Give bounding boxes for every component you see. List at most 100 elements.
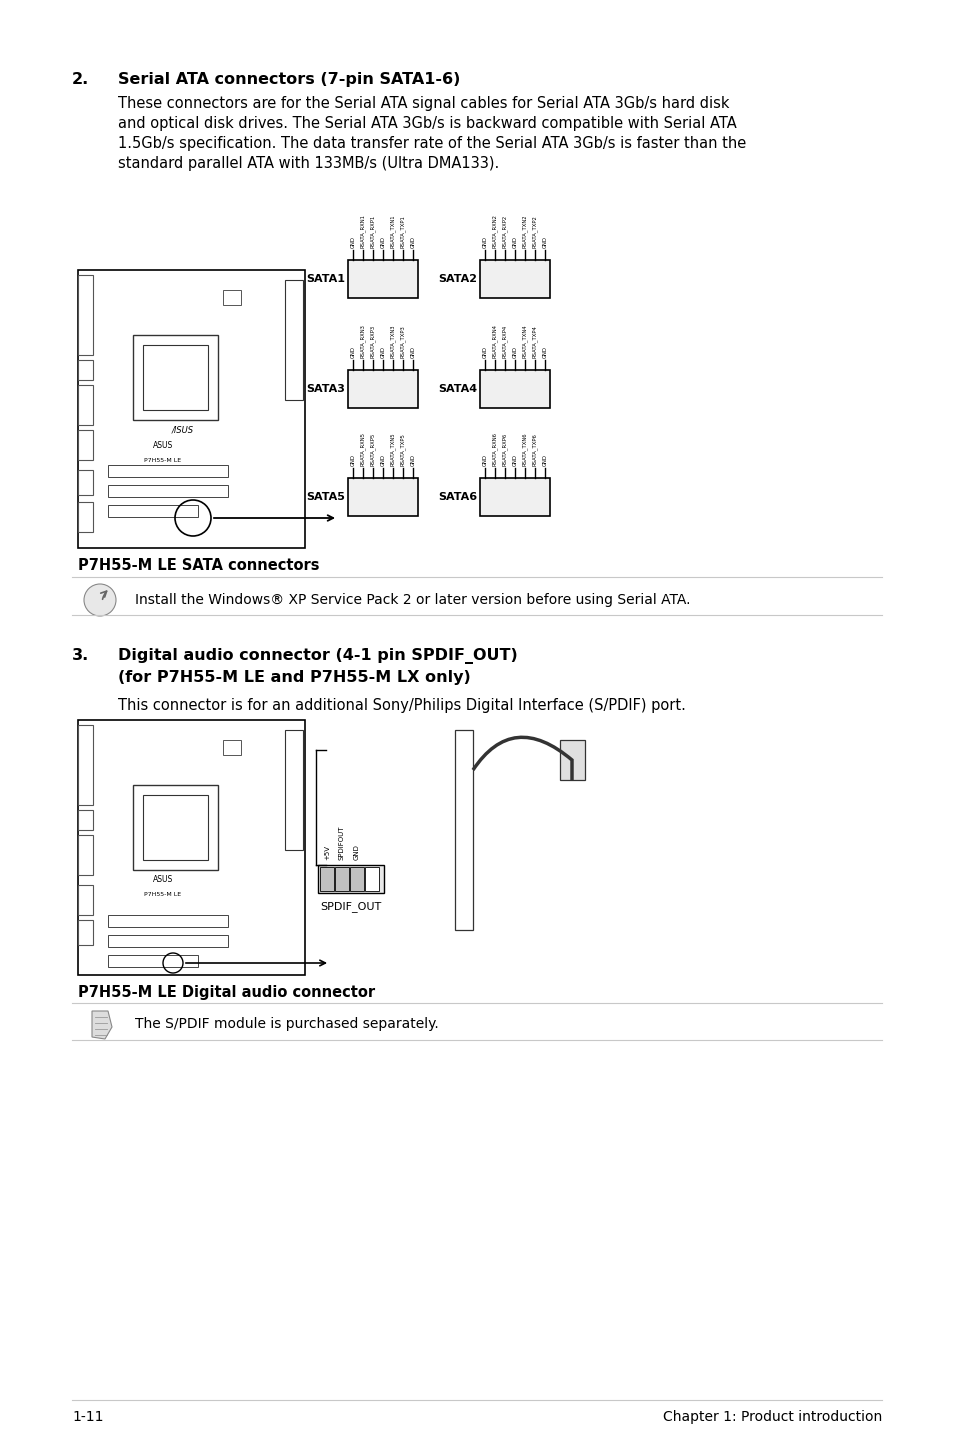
Text: SPDIF_OUT: SPDIF_OUT [320, 901, 381, 912]
Circle shape [84, 584, 116, 616]
Text: GND: GND [350, 347, 355, 358]
Bar [285, 730, 303, 851]
Text: GND: GND [380, 347, 385, 358]
Bar [317, 865, 384, 894]
Text: GND: GND [380, 454, 385, 465]
Polygon shape [91, 1011, 112, 1040]
Text: Serial ATA connectors (7-pin SATA1-6): Serial ATA connectors (7-pin SATA1-6) [118, 72, 460, 87]
Bar [348, 478, 417, 516]
Text: Install the Windows® XP Service Pack 2 or later version before using Serial ATA.: Install the Windows® XP Service Pack 2 o… [135, 593, 690, 607]
Text: (for P7H55-M LE and P7H55-M LX only): (for P7H55-M LE and P7H55-M LX only) [118, 670, 470, 684]
Text: P7H55-M LE SATA connectors: P7H55-M LE SATA connectors [78, 558, 319, 573]
Bar [479, 478, 550, 516]
Text: RSATA_TXP4: RSATA_TXP4 [532, 325, 537, 358]
Bar [78, 271, 305, 548]
Text: GND: GND [410, 236, 416, 248]
Text: GND: GND [482, 236, 487, 248]
Text: RSATA_RXP4: RSATA_RXP4 [501, 325, 507, 358]
Text: RSATA_TXP1: RSATA_TXP1 [399, 215, 405, 248]
Bar [223, 740, 241, 755]
Bar [108, 465, 228, 477]
Text: ASUS: ASUS [152, 875, 172, 885]
Bar [108, 505, 198, 517]
Text: GND: GND [542, 347, 547, 358]
Bar [78, 835, 92, 875]
Text: RSATA_TXP2: RSATA_TXP2 [532, 215, 537, 248]
Bar [223, 291, 241, 305]
Bar [78, 359, 92, 379]
Bar [78, 720, 305, 975]
Text: and optical disk drives. The Serial ATA 3Gb/s is backward compatible with Serial: and optical disk drives. The Serial ATA … [118, 116, 736, 130]
Text: SATA3: SATA3 [306, 384, 345, 394]
Text: +5V: +5V [324, 845, 330, 861]
Text: RSATA_TXN6: RSATA_TXN6 [521, 432, 527, 465]
Text: GND: GND [350, 236, 355, 248]
Bar [78, 275, 92, 355]
Text: P7H55-M LE: P7H55-M LE [144, 892, 181, 898]
Bar [143, 345, 208, 410]
Text: GND: GND [482, 347, 487, 358]
Bar [78, 811, 92, 831]
Text: RSATA_RXP1: RSATA_RXP1 [370, 215, 375, 248]
Bar [78, 885, 92, 915]
Text: RSATA_TXN1: RSATA_TXN1 [390, 215, 395, 248]
Bar [78, 385, 92, 425]
Text: GND: GND [542, 236, 547, 248]
Text: GND: GND [542, 454, 547, 465]
Bar [78, 470, 92, 495]
Bar [350, 866, 364, 891]
Text: RSATA_RXN6: RSATA_RXN6 [492, 432, 497, 465]
Bar [78, 430, 92, 460]
Text: GND: GND [512, 347, 517, 358]
Bar [559, 740, 584, 780]
Text: SATA6: SATA6 [437, 493, 476, 503]
Text: RSATA_TXN3: RSATA_TXN3 [390, 325, 395, 358]
Text: RSATA_RXP3: RSATA_RXP3 [370, 325, 375, 358]
Text: SATA5: SATA5 [306, 493, 345, 503]
Text: RSATA_TXN2: RSATA_TXN2 [521, 215, 527, 248]
Bar [455, 730, 473, 929]
Text: P7H55-M LE Digital audio connector: P7H55-M LE Digital audio connector [78, 985, 375, 1000]
Bar [479, 261, 550, 298]
Text: GND: GND [350, 454, 355, 465]
Text: 1.5Gb/s specification. The data transfer rate of the Serial ATA 3Gb/s is faster : 1.5Gb/s specification. The data transfer… [118, 136, 745, 150]
Text: The S/PDIF module is purchased separately.: The S/PDIF module is purchased separatel… [135, 1017, 438, 1031]
Text: These connectors are for the Serial ATA signal cables for Serial ATA 3Gb/s hard : These connectors are for the Serial ATA … [118, 96, 729, 112]
Text: RSATA_TXP3: RSATA_TXP3 [399, 325, 405, 358]
Text: GND: GND [512, 454, 517, 465]
Bar [108, 915, 228, 927]
Text: RSATA_TXP5: RSATA_TXP5 [399, 432, 405, 465]
Bar [108, 955, 198, 967]
Bar [335, 866, 349, 891]
Text: 1-11: 1-11 [71, 1411, 103, 1423]
Bar [108, 935, 228, 947]
Bar [108, 485, 228, 497]
Text: GND: GND [512, 236, 517, 248]
Text: RSATA_RXN2: RSATA_RXN2 [492, 213, 497, 248]
Text: RSATA_TXP6: RSATA_TXP6 [532, 432, 537, 465]
Text: SATA4: SATA4 [437, 384, 476, 394]
Text: Digital audio connector (4-1 pin SPDIF_OUT): Digital audio connector (4-1 pin SPDIF_O… [118, 649, 517, 664]
Text: RSATA_RXP5: RSATA_RXP5 [370, 432, 375, 465]
Bar [479, 369, 550, 408]
Bar [285, 281, 303, 400]
Bar [348, 261, 417, 298]
Text: GND: GND [410, 454, 416, 465]
Bar [365, 866, 378, 891]
Text: Chapter 1: Product introduction: Chapter 1: Product introduction [662, 1411, 882, 1423]
Text: SATA2: SATA2 [437, 274, 476, 284]
Text: 2.: 2. [71, 72, 90, 87]
Text: P7H55-M LE: P7H55-M LE [144, 457, 181, 463]
Text: ASUS: ASUS [152, 441, 172, 450]
Bar [132, 335, 218, 420]
Text: RSATA_RXP6: RSATA_RXP6 [501, 432, 507, 465]
Bar [143, 795, 208, 861]
Text: RSATA_RXN1: RSATA_RXN1 [360, 213, 365, 248]
Text: SATA1: SATA1 [306, 274, 345, 284]
Bar [78, 503, 92, 533]
Text: /lSUS: /lSUS [172, 425, 193, 434]
Text: RSATA_RXP2: RSATA_RXP2 [501, 215, 507, 248]
Text: GND: GND [410, 347, 416, 358]
Text: RSATA_RXN3: RSATA_RXN3 [360, 324, 365, 358]
Text: GND: GND [354, 843, 359, 861]
